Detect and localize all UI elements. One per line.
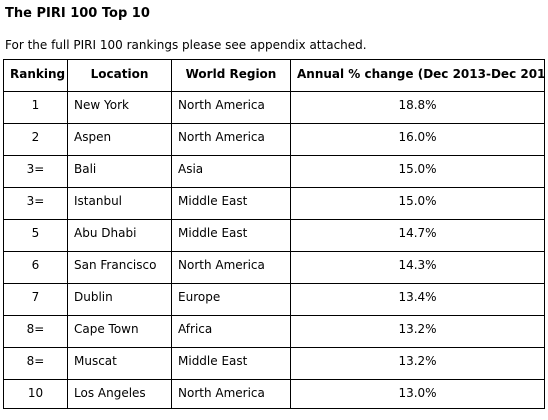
cell-change: 13.4%: [290, 283, 545, 316]
cell-ranking: 8=: [3, 315, 68, 348]
cell-region: North America: [171, 91, 291, 124]
table-row: 8= Cape Town Africa 13.2%: [3, 315, 545, 348]
cell-location: Aspen: [67, 123, 172, 156]
header-row: Ranking Location World Region Annual % c…: [3, 59, 545, 92]
table-row: 6 San Francisco North America 14.3%: [3, 251, 545, 284]
header-world-region: World Region: [171, 59, 291, 92]
cell-ranking: 10: [3, 379, 68, 409]
cell-region: Middle East: [171, 219, 291, 252]
cell-ranking: 8=: [3, 347, 68, 380]
table-row: 8= Muscat Middle East 13.2%: [3, 347, 545, 380]
cell-change: 13.0%: [290, 379, 545, 409]
cell-ranking: 3=: [3, 187, 68, 220]
cell-region: Africa: [171, 315, 291, 348]
cell-change: 14.3%: [290, 251, 545, 284]
cell-location: Bali: [67, 155, 172, 188]
cell-region: Middle East: [171, 347, 291, 380]
table-row: 3= Bali Asia 15.0%: [3, 155, 545, 188]
document-title: The PIRI 100 Top 10: [5, 6, 150, 21]
table-row: 5 Abu Dhabi Middle East 14.7%: [3, 219, 545, 252]
cell-change: 15.0%: [290, 187, 545, 220]
cell-ranking: 2: [3, 123, 68, 156]
cell-ranking: 7: [3, 283, 68, 316]
table-row: 3= Istanbul Middle East 15.0%: [3, 187, 545, 220]
cell-location: Abu Dhabi: [67, 219, 172, 252]
cell-region: Asia: [171, 155, 291, 188]
cell-ranking: 1: [3, 91, 68, 124]
cell-change: 14.7%: [290, 219, 545, 252]
rankings-table: Ranking Location World Region Annual % c…: [3, 59, 545, 409]
header-ranking: Ranking: [3, 59, 68, 92]
header-location: Location: [67, 59, 172, 92]
intro-text: For the full PIRI 100 rankings please se…: [5, 38, 367, 52]
cell-change: 18.8%: [290, 91, 545, 124]
cell-location: San Francisco: [67, 251, 172, 284]
cell-location: Los Angeles: [67, 379, 172, 409]
table-row: 7 Dublin Europe 13.4%: [3, 283, 545, 316]
cell-location: New York: [67, 91, 172, 124]
table-row: 10 Los Angeles North America 13.0%: [3, 379, 545, 409]
cell-region: North America: [171, 379, 291, 409]
cell-change: 16.0%: [290, 123, 545, 156]
cell-change: 15.0%: [290, 155, 545, 188]
cell-ranking: 6: [3, 251, 68, 284]
header-annual-change: Annual % change (Dec 2013-Dec 2014): [290, 59, 545, 92]
cell-change: 13.2%: [290, 315, 545, 348]
cell-location: Istanbul: [67, 187, 172, 220]
cell-region: Europe: [171, 283, 291, 316]
table-row: 2 Aspen North America 16.0%: [3, 123, 545, 156]
cell-region: Middle East: [171, 187, 291, 220]
cell-ranking: 5: [3, 219, 68, 252]
cell-change: 13.2%: [290, 347, 545, 380]
table-row: 1 New York North America 18.8%: [3, 91, 545, 124]
cell-region: North America: [171, 123, 291, 156]
cell-location: Cape Town: [67, 315, 172, 348]
cell-region: North America: [171, 251, 291, 284]
cell-location: Muscat: [67, 347, 172, 380]
cell-ranking: 3=: [3, 155, 68, 188]
cell-location: Dublin: [67, 283, 172, 316]
